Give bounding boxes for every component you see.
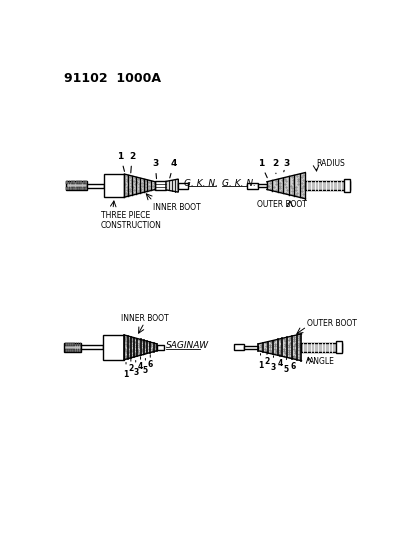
Text: OUTER BOOT: OUTER BOOT	[306, 319, 356, 328]
Bar	[233, 344, 243, 350]
Text: 5: 5	[283, 358, 288, 374]
Bar	[79, 349, 81, 352]
Polygon shape	[258, 334, 301, 361]
Text: 4: 4	[138, 357, 143, 371]
Bar	[178, 182, 187, 189]
Bar	[76, 349, 77, 352]
Bar	[81, 345, 102, 349]
Bar	[104, 174, 124, 197]
Bar	[68, 181, 70, 184]
Bar	[74, 343, 75, 346]
Bar	[66, 349, 68, 352]
Text: G. K. N.: G. K. N.	[183, 179, 217, 188]
Bar	[66, 187, 68, 190]
Bar	[71, 187, 73, 190]
Text: 2: 2	[129, 152, 135, 173]
Bar	[243, 346, 258, 349]
Bar	[305, 181, 349, 190]
Bar	[72, 349, 74, 352]
Text: 1: 1	[257, 159, 267, 177]
Bar	[83, 187, 85, 190]
Text: 3: 3	[282, 159, 289, 172]
Polygon shape	[124, 174, 155, 197]
Bar	[78, 187, 80, 190]
Bar	[301, 343, 341, 352]
Text: OUTER BOOT: OUTER BOOT	[257, 200, 306, 209]
Text: THREE PIECE
CONSTRUCTION: THREE PIECE CONSTRUCTION	[100, 211, 161, 230]
Text: INNER BOOT: INNER BOOT	[120, 314, 168, 323]
Bar	[102, 335, 124, 360]
Bar	[74, 349, 75, 352]
Bar	[71, 181, 73, 184]
Bar	[343, 180, 349, 192]
Text: RADIUS: RADIUS	[316, 159, 344, 167]
Text: 6: 6	[147, 355, 152, 369]
Bar	[66, 343, 68, 346]
Text: 1: 1	[123, 362, 128, 378]
Polygon shape	[266, 173, 305, 199]
Bar	[78, 181, 80, 184]
Bar	[157, 345, 164, 350]
Bar	[68, 187, 70, 190]
Bar	[72, 343, 74, 346]
Text: ANGLE: ANGLE	[309, 357, 334, 366]
Polygon shape	[124, 335, 157, 360]
Bar	[80, 187, 82, 190]
Bar	[78, 349, 79, 352]
Text: 1: 1	[117, 152, 124, 172]
Text: 2: 2	[264, 352, 269, 366]
Bar	[70, 349, 71, 352]
Text: 4: 4	[277, 354, 282, 368]
Bar	[76, 343, 77, 346]
Text: 3: 3	[270, 356, 275, 372]
Bar	[64, 343, 81, 352]
Bar	[66, 181, 68, 184]
Text: 1: 1	[257, 353, 263, 370]
Bar	[68, 343, 70, 346]
Bar	[80, 181, 82, 184]
Bar	[76, 187, 77, 190]
Text: 3: 3	[133, 360, 138, 377]
Text: SAGINAW: SAGINAW	[166, 341, 209, 350]
Bar	[64, 343, 66, 346]
Text: 2: 2	[128, 359, 133, 373]
Bar	[335, 341, 341, 353]
Bar	[73, 187, 75, 190]
Bar	[76, 181, 77, 184]
Bar	[246, 182, 257, 189]
Bar	[85, 187, 87, 190]
Polygon shape	[166, 179, 178, 192]
Bar	[85, 181, 87, 184]
Text: 91102  1000A: 91102 1000A	[64, 72, 160, 85]
Bar	[87, 184, 104, 188]
Bar	[68, 349, 70, 352]
Bar	[70, 343, 71, 346]
Bar	[78, 343, 79, 346]
Text: 2: 2	[271, 159, 278, 174]
Text: 4: 4	[169, 159, 176, 178]
Bar	[79, 343, 81, 346]
Bar	[66, 181, 87, 190]
Bar	[64, 349, 66, 352]
Bar	[73, 181, 75, 184]
Bar	[83, 181, 85, 184]
Text: 3: 3	[152, 159, 158, 179]
Text: INNER BOOT: INNER BOOT	[152, 203, 200, 212]
Bar	[257, 184, 266, 187]
Text: G. K. N.: G. K. N.	[222, 179, 256, 188]
Text: 6: 6	[290, 357, 295, 370]
Text: 5: 5	[142, 359, 147, 375]
Bar	[155, 181, 166, 190]
